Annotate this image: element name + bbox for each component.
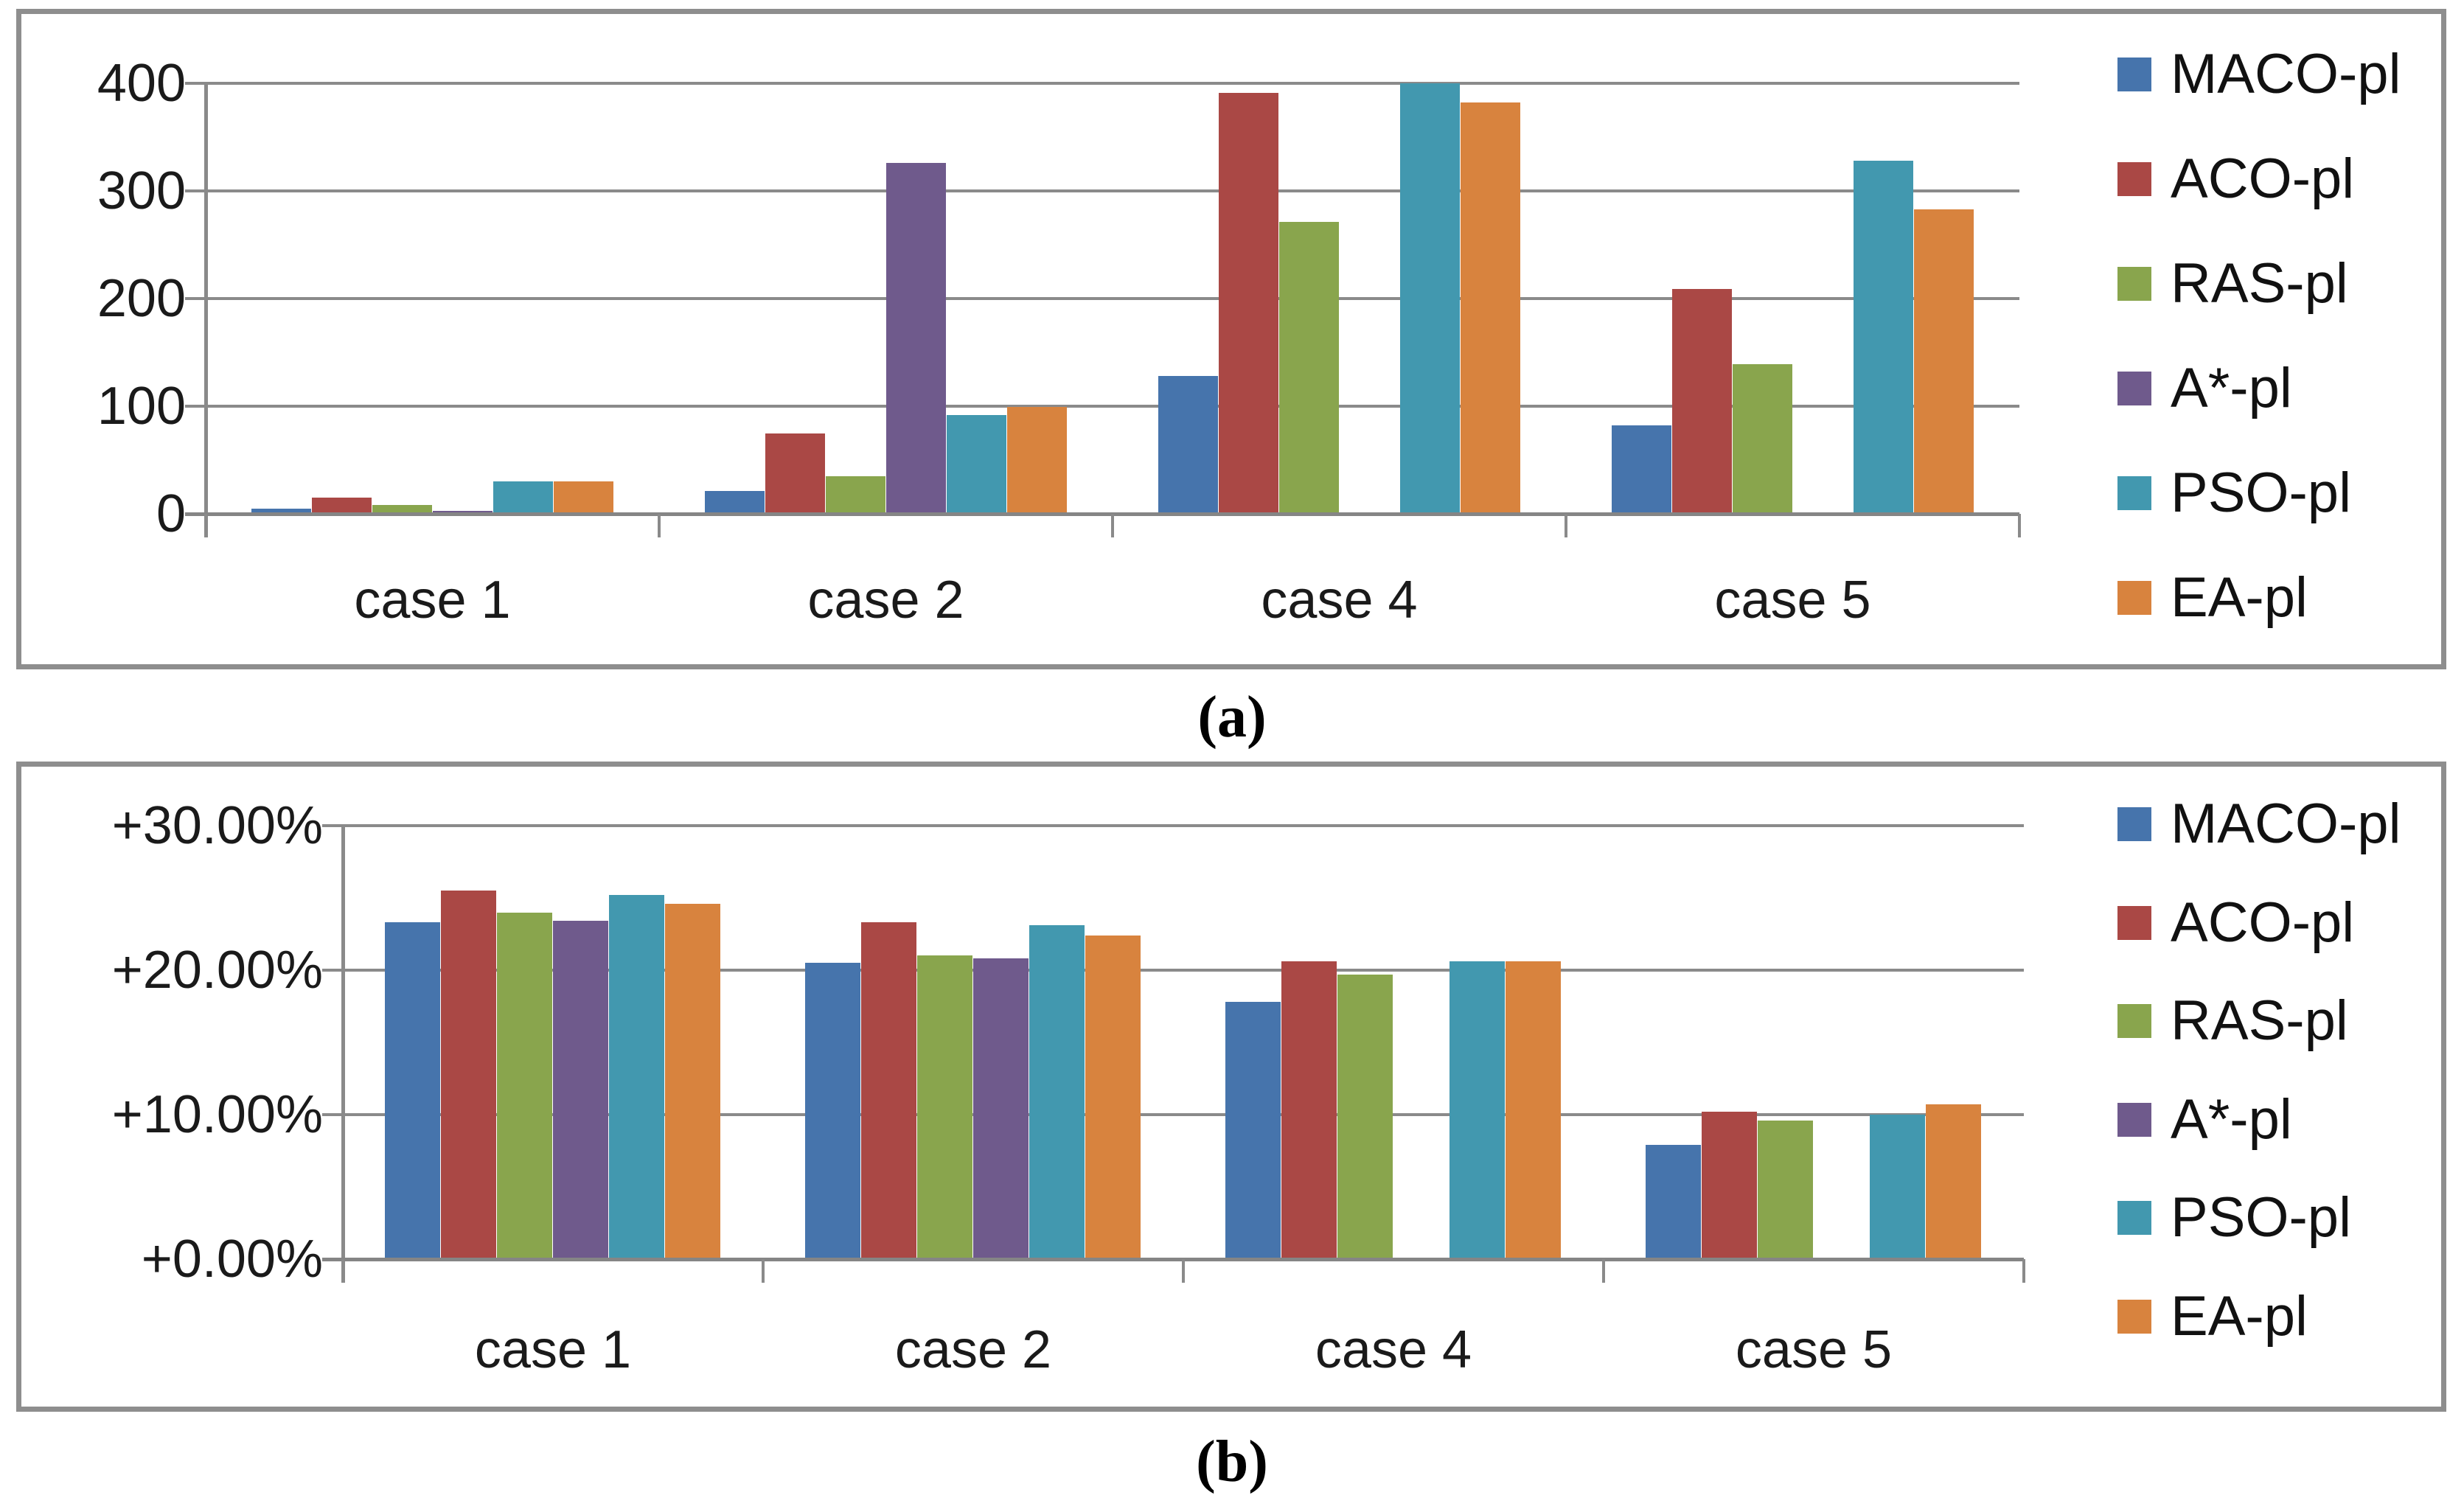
caption-a: (a) [1197,685,1267,750]
caption-b: (b) [1196,1429,1268,1494]
figure-panel-a [16,9,2446,669]
figure-panel-b [16,762,2446,1412]
